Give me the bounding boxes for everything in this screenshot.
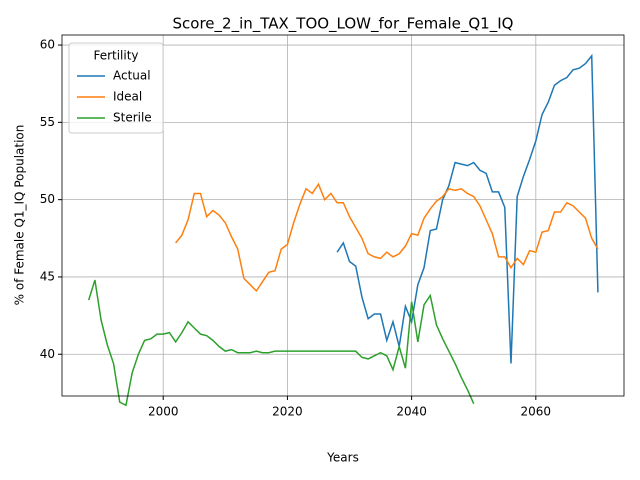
x-axis-label: Years [326, 451, 359, 465]
x-tick-label: 2020 [272, 405, 303, 419]
y-tick-label: 55 [40, 115, 55, 129]
legend-label: Sterile [113, 111, 152, 125]
y-tick-label: 40 [40, 347, 55, 361]
series-line [175, 182, 599, 293]
legend-title: Fertility [93, 49, 138, 63]
series-line [336, 53, 599, 364]
y-tick-label: 60 [40, 38, 55, 52]
legend-label: Actual [113, 69, 151, 83]
y-tick-label: 50 [40, 192, 55, 206]
series-line [87, 279, 475, 407]
x-tick-label: 2000 [148, 405, 179, 419]
x-tick-label: 2040 [396, 405, 427, 419]
legend-box [68, 42, 164, 134]
legend-label: Ideal [113, 90, 142, 104]
x-tick-label: 2060 [521, 405, 552, 419]
chart-title: Score_2_in_TAX_TOO_LOW_for_Female_Q1_IQ [173, 15, 514, 34]
y-axis-label: % of Female Q1_IQ Population [13, 125, 27, 306]
plot-frame [61, 34, 625, 397]
y-tick-label: 45 [40, 269, 55, 283]
